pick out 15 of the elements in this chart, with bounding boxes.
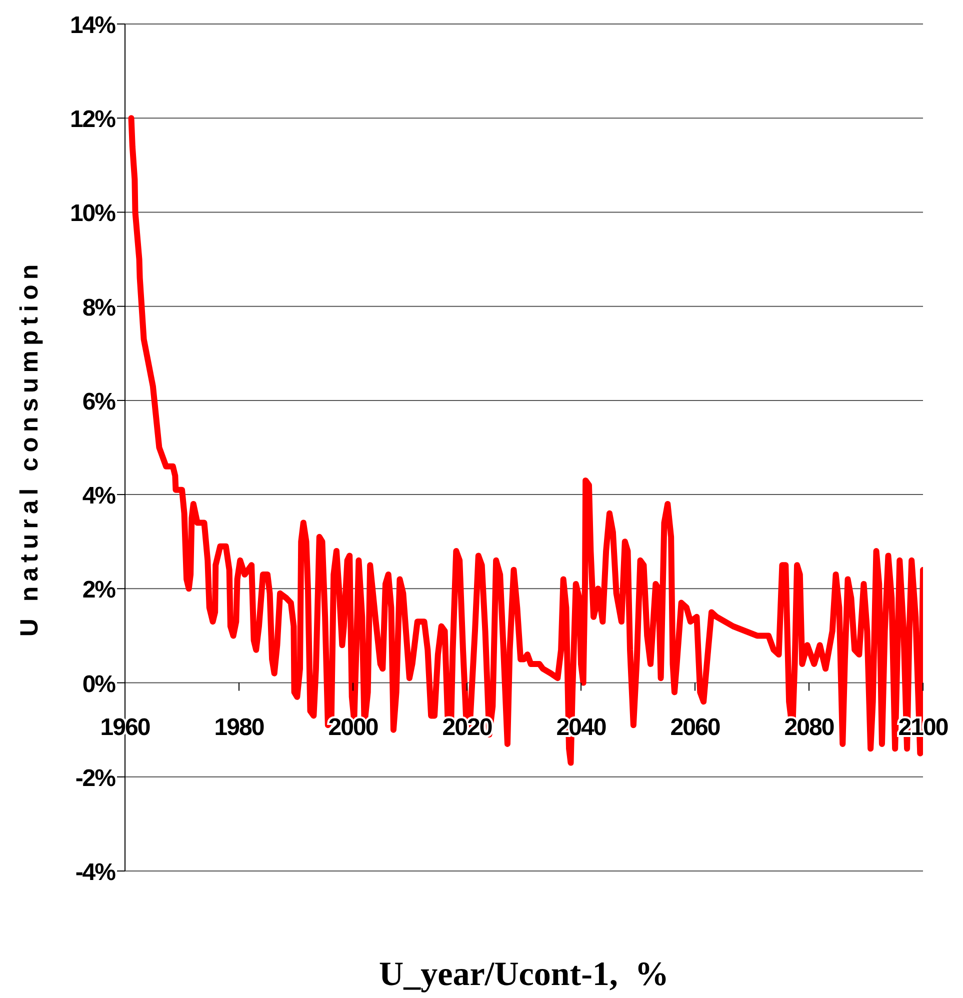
x-tick-label: 1980 xyxy=(214,714,264,741)
y-tick-label: 12% xyxy=(70,106,116,134)
x-axis-title: U_year/Ucont-1, % xyxy=(378,956,670,994)
y-tick-label: 10% xyxy=(70,200,116,228)
y-tick-label: 0% xyxy=(82,670,116,698)
x-tick-label: 2060 xyxy=(670,714,720,741)
y-tick-label: 6% xyxy=(82,388,116,416)
y-tick-label: 2% xyxy=(82,576,116,604)
y-tick-label: -2% xyxy=(75,764,116,792)
y-tick-label: 4% xyxy=(82,482,116,510)
x-tick-label: 2000 xyxy=(328,714,378,741)
y-tick-label: 14% xyxy=(70,12,116,39)
y-axis-title: U natural consumption xyxy=(16,258,44,636)
y-tick-label: 8% xyxy=(82,294,116,322)
y-tick-label: -4% xyxy=(75,859,116,886)
